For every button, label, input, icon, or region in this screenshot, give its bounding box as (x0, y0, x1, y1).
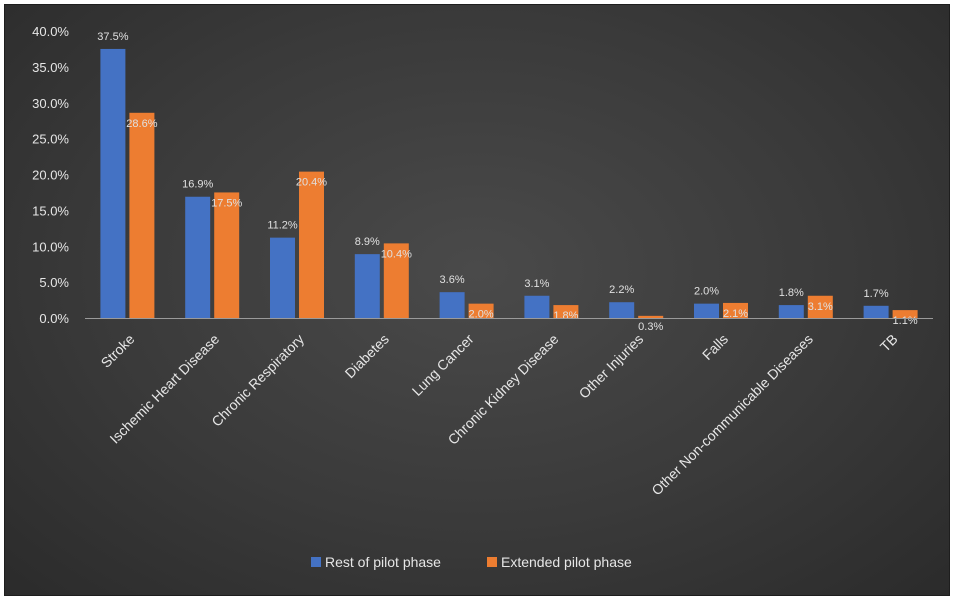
x-category-label: Other Injuries (576, 331, 647, 402)
data-label: 1.8% (779, 287, 804, 299)
x-category-label: TB (877, 331, 901, 355)
bar-chart: 0.0% 5.0% 10.0% 15.0% 20.0% 25.0% 30.0% 35.0% 40… (32, 24, 933, 570)
data-label: 28.6% (126, 118, 157, 130)
x-category-label: Stroke (98, 331, 138, 371)
bar-extended-pilot-phase (553, 305, 579, 318)
bar-extended-pilot-phase (468, 303, 494, 318)
y-tick-label: 5.0% (39, 275, 69, 290)
y-axis: 0.0% 5.0% 10.0% 15.0% 20.0% 25.0% 30.0% 35.0% 40… (32, 24, 69, 326)
bar-rest-of-pilot-phase (609, 302, 635, 318)
bar-extended-pilot-phase (807, 295, 833, 318)
x-category-label: Diabetes (342, 331, 392, 381)
legend-label: Rest of pilot phase (325, 554, 441, 570)
data-label: 2.0% (694, 286, 719, 298)
data-label: 3.1% (808, 301, 833, 313)
data-label: 17.5% (211, 197, 242, 209)
y-tick-label: 20.0% (32, 168, 69, 183)
data-label: 0.3% (638, 321, 663, 333)
bar-extended-pilot-phase (892, 310, 918, 318)
bar-rest-of-pilot-phase (778, 305, 804, 318)
bar-extended-pilot-phase (638, 315, 664, 318)
bar-extended-pilot-phase (723, 302, 748, 318)
data-label: 2.0% (469, 309, 494, 321)
y-tick-label: 25.0% (32, 132, 69, 147)
legend-swatch (311, 557, 321, 567)
bar-extended-pilot-phase (214, 192, 240, 318)
legend: Rest of pilot phase Extended pilot phase (311, 554, 632, 570)
data-label: 3.1% (524, 278, 549, 290)
bar-extended-pilot-phase (299, 171, 324, 318)
bar-rest-of-pilot-phase (863, 305, 889, 318)
bar-rest-of-pilot-phase (524, 295, 550, 318)
x-category-label: Falls (699, 331, 731, 363)
data-label: 1.8% (553, 310, 578, 322)
data-label: 8.9% (355, 236, 380, 248)
y-tick-label: 30.0% (32, 96, 69, 111)
bar-extended-pilot-phase (129, 112, 155, 318)
y-tick-label: 35.0% (32, 60, 69, 75)
bar-extended-pilot-phase (383, 243, 409, 318)
data-label: 2.2% (609, 284, 634, 296)
x-category-label: Lung Cancer (409, 331, 477, 399)
data-label: 37.5% (97, 31, 128, 43)
data-label: 20.4% (296, 177, 327, 189)
bar-rest-of-pilot-phase (100, 48, 126, 318)
y-tick-label: 15.0% (32, 203, 69, 218)
data-label: 11.2% (267, 220, 298, 232)
bar-rest-of-pilot-phase (354, 254, 380, 318)
data-label: 10.4% (381, 248, 412, 260)
legend-label: Extended pilot phase (501, 554, 632, 570)
bar-rest-of-pilot-phase (185, 196, 211, 318)
bar-rest-of-pilot-phase (270, 237, 295, 318)
x-category-label: Other Non-communicable Diseases (648, 331, 816, 499)
y-tick-label: 40.0% (32, 24, 69, 39)
data-label: 2.1% (723, 308, 748, 320)
data-label: 16.9% (182, 179, 213, 191)
data-label: 1.1% (893, 315, 918, 327)
data-label: 1.7% (864, 288, 889, 300)
chart-frame: 0.0% 5.0% 10.0% 15.0% 20.0% 25.0% 30.0% 35.0% 40… (4, 4, 950, 596)
bar-rest-of-pilot-phase (694, 303, 719, 318)
bars: 37.5% 28.6% 16.9% 17.5% 11.2% 20.4% 8.9%10.4% 3… (97, 31, 918, 333)
legend-swatch (487, 557, 497, 567)
y-tick-label: 0.0% (39, 311, 69, 326)
data-label: 3.6% (440, 274, 465, 286)
y-tick-label: 10.0% (32, 239, 69, 254)
x-category-label: Chronic Respiratory (208, 331, 307, 430)
bar-rest-of-pilot-phase (439, 292, 465, 318)
